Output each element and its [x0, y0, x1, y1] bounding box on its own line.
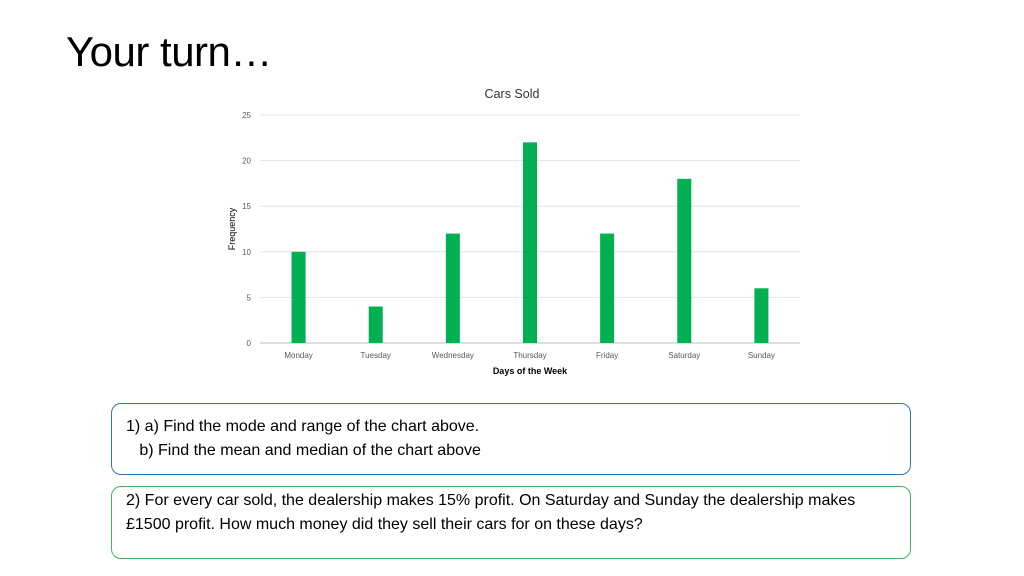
bar-sunday [754, 288, 769, 343]
x-tick-labels: Monday Tuesday Wednesday Thursday Friday Satu… [284, 351, 775, 360]
y-tick-label: 10 [242, 248, 251, 257]
y-tick-label: 15 [242, 202, 251, 211]
chart-title: Cars Sold [485, 87, 540, 101]
slide-title: Your turn… [66, 28, 272, 75]
y-tick-label: 0 [247, 339, 252, 348]
bar-wednesday [445, 233, 460, 343]
y-axis-label: Frequency [227, 207, 237, 250]
x-tick-label: Sunday [748, 351, 775, 360]
x-tick-label: Thursday [513, 351, 546, 360]
x-tick-label: Wednesday [432, 351, 474, 360]
y-tick-label: 20 [242, 157, 251, 166]
y-tick-label: 25 [242, 111, 251, 120]
question-1a-text: 1) a) Find the mode and range of the cha… [126, 418, 480, 435]
x-tick-label: Tuesday [361, 351, 391, 360]
question-2-text: 2) For every car sold, the dealership ma… [126, 492, 860, 533]
bar-chart: Cars Sold 0 5 10 15 20 25 Monday Tuesday Wednes… [227, 87, 800, 376]
bar-friday [600, 233, 615, 343]
bar-saturday [677, 178, 692, 343]
bar-thursday [523, 142, 537, 343]
question-2-box: 2) For every car sold, the dealership ma… [111, 486, 911, 559]
question-1b-text: b) Find the mean and median of the chart… [126, 441, 481, 459]
x-tick-label: Saturday [668, 351, 700, 360]
question-1-box: 1) a) Find the mode and range of the cha… [111, 403, 911, 475]
y-tick-labels: 0 5 10 15 20 25 [242, 111, 251, 348]
bar-tuesday [368, 306, 383, 343]
x-tick-label: Friday [596, 351, 618, 360]
bars [291, 142, 769, 343]
y-tick-label: 5 [247, 293, 252, 302]
bar-monday [291, 251, 306, 343]
x-tick-label: Monday [284, 351, 312, 360]
x-axis-label: Days of the Week [493, 366, 568, 376]
